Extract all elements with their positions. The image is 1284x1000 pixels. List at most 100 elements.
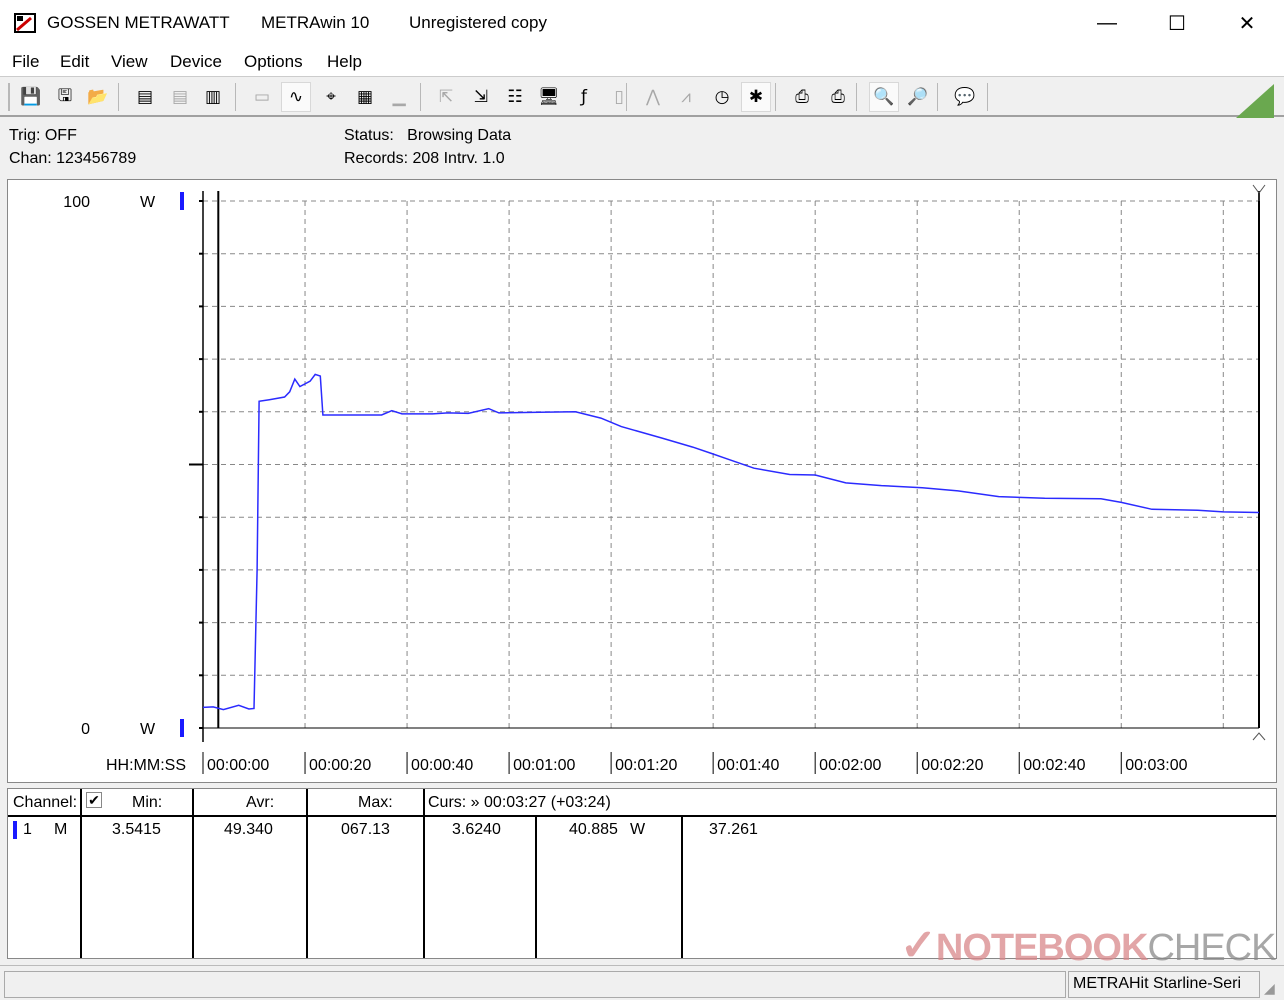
toolbar-separator bbox=[775, 83, 776, 111]
save-as-icon[interactable]: 🖫 bbox=[57, 85, 73, 106]
watermark-text-a: NOTEBOOK bbox=[935, 927, 1149, 969]
x-tick-label: 00:01:20 bbox=[615, 757, 677, 774]
toolbar-grip[interactable] bbox=[8, 83, 10, 111]
watermark-text-b: CHECK bbox=[1147, 927, 1276, 969]
chart-panel[interactable]: 100 0 W W HH:MM:SS 00:00:00 00:00:20 00:00:40 00… bbox=[7, 179, 1277, 783]
open-folder-icon[interactable]: 📂 bbox=[87, 87, 109, 107]
menu-view[interactable]: View bbox=[111, 52, 148, 71]
export-icon[interactable]: ⇱ bbox=[438, 87, 454, 107]
app-logo-icon bbox=[14, 13, 36, 33]
toolbar-separator bbox=[235, 83, 236, 111]
minimize-button[interactable]: — bbox=[1097, 12, 1117, 34]
col-divider bbox=[681, 816, 683, 958]
close-button[interactable]: ✕ bbox=[1238, 13, 1256, 35]
maximize-button[interactable]: ☐ bbox=[1168, 13, 1186, 35]
header-min: Min: bbox=[132, 794, 163, 811]
table-view-icon[interactable]: ▦ bbox=[356, 87, 374, 107]
x-axis-label: HH:MM:SS bbox=[106, 757, 186, 774]
settings-bits-icon[interactable]: ☷ bbox=[507, 87, 523, 107]
bar-view-icon[interactable]: ▁ bbox=[392, 87, 406, 107]
menu-help[interactable]: Help bbox=[327, 52, 362, 71]
trigger-info: Trig: OFF Chan: 123456789 bbox=[9, 124, 136, 170]
title-app: METRAwin 10 bbox=[261, 13, 370, 32]
y-min-label: 0 bbox=[81, 721, 90, 738]
y-max-unit: W bbox=[140, 194, 156, 211]
menu-edit[interactable]: Edit bbox=[60, 52, 90, 71]
print-icon[interactable]: ⎙ bbox=[831, 87, 845, 107]
toolbar-separator bbox=[856, 83, 857, 111]
power-series-line bbox=[202, 373, 1260, 711]
menu-bar: File Edit View Device Options Help bbox=[0, 47, 1284, 77]
crosshair-icon[interactable]: ⌖ bbox=[326, 87, 336, 107]
menu-options[interactable]: Options bbox=[244, 52, 303, 71]
col-divider bbox=[192, 789, 194, 958]
title-note: Unregistered copy bbox=[409, 13, 547, 32]
waveform-view-icon[interactable]: ∿ bbox=[281, 82, 311, 112]
record-info: Status: Browsing Data Records: 208 Intrv… bbox=[344, 124, 511, 170]
status-label: Status: bbox=[344, 127, 394, 144]
x-tick-label: 00:00:20 bbox=[309, 757, 371, 774]
meter-icon[interactable]: ▯ bbox=[614, 87, 624, 107]
col-divider bbox=[306, 789, 308, 958]
row-cursor1: 3.6240 bbox=[452, 821, 501, 838]
print-chart-icon[interactable]: ⎙ bbox=[795, 87, 809, 107]
table-header-divider bbox=[8, 815, 1276, 817]
toolbar-separator bbox=[937, 83, 938, 111]
status-bar: METRAHit Starline-Seri ◢ bbox=[0, 965, 1284, 1000]
resize-grip-icon[interactable]: ◢ bbox=[1264, 980, 1275, 996]
x-tick-label: 00:02:20 bbox=[921, 757, 983, 774]
function-icon[interactable]: ƒ bbox=[581, 87, 587, 107]
title-bar: GOSSEN METRAWATT METRAwin 10 Unregistere… bbox=[0, 0, 1284, 47]
row-avr: 49.340 bbox=[224, 821, 273, 838]
status-value: Browsing Data bbox=[407, 127, 512, 144]
col-divider bbox=[423, 789, 425, 958]
x-tick-label: 00:02:00 bbox=[819, 757, 881, 774]
read-m-icon[interactable]: ▥ bbox=[204, 87, 222, 107]
zoom-cursor-icon[interactable]: 🔎 bbox=[907, 87, 929, 107]
header-avr: Avr: bbox=[246, 794, 275, 811]
trig-status: Trig: OFF bbox=[9, 127, 77, 144]
import-icon[interactable]: ⇲ bbox=[473, 87, 489, 107]
y-min-unit: W bbox=[140, 721, 156, 738]
row-unit: W bbox=[630, 821, 646, 838]
row-cursor2: 40.885 bbox=[569, 821, 618, 838]
toolbar-separator bbox=[626, 83, 627, 111]
channel-marker bbox=[180, 719, 184, 737]
power-chart[interactable]: 100 0 W W HH:MM:SS 00:00:00 00:00:20 00:00:40 00… bbox=[8, 180, 1276, 782]
cursor-top-handle-icon bbox=[1252, 184, 1266, 201]
cursor-bottom-handle-icon bbox=[1252, 732, 1266, 741]
channel-marker bbox=[180, 192, 184, 210]
toolbar-separator bbox=[420, 83, 421, 111]
clear-memory-icon[interactable]: ▤ bbox=[171, 87, 189, 107]
x-tick-label: 00:03:00 bbox=[1125, 757, 1187, 774]
toolbar-separator bbox=[118, 83, 119, 111]
x-tick-label: 00:01:00 bbox=[513, 757, 575, 774]
measurement-table: Channel: ✔ Min: Avr: Max: Curs: » 00:03:… bbox=[7, 788, 1277, 959]
watermark-logo: ✓NOTEBOOKCHECK bbox=[900, 921, 1276, 970]
x-tick-label: 00:00:00 bbox=[207, 757, 269, 774]
monitor-icon[interactable]: 🖥 bbox=[538, 87, 560, 107]
zoom-wave-icon[interactable]: 🔍 bbox=[869, 82, 899, 112]
menu-device[interactable]: Device bbox=[170, 52, 222, 71]
records-info: Records: 208 Intrv. 1.0 bbox=[344, 150, 505, 167]
toolbar: 💾 🖫 📂 ▤ ▤ ▥ ▭ ∿ ⌖ ▦ ▁ ⇱ ⇲ ☷ 🖥 ƒ ▯ ⋀ ⩘ ◷ ✱ ⎙ ⎙ 🔍 🔎 💬 bbox=[0, 79, 1284, 117]
row-max: 067.13 bbox=[341, 821, 390, 838]
clock-icon[interactable]: ◷ bbox=[714, 87, 730, 107]
read-memory-icon[interactable]: ▤ bbox=[136, 87, 154, 107]
bug-icon[interactable]: ✱ bbox=[741, 82, 771, 112]
speech-bubble-icon[interactable]: 💬 bbox=[954, 87, 976, 107]
trigger-wave-icon[interactable]: ⋀ bbox=[646, 87, 660, 107]
save-data-icon[interactable]: 💾 bbox=[20, 87, 42, 107]
row-diff: 37.261 bbox=[709, 821, 758, 838]
channel-checkbox[interactable]: ✔ bbox=[86, 792, 102, 808]
device-status: METRAHit Starline-Seri bbox=[1068, 971, 1260, 998]
channel-color-marker bbox=[13, 821, 17, 839]
menu-file[interactable]: File bbox=[12, 52, 40, 71]
x-tick-label: 00:00:40 bbox=[411, 757, 473, 774]
channel-list: Chan: 123456789 bbox=[9, 150, 137, 167]
numeric-display-icon[interactable]: ▭ bbox=[253, 87, 271, 107]
col-divider bbox=[80, 789, 81, 815]
col-divider bbox=[535, 816, 537, 958]
trigger-wave2-icon[interactable]: ⩘ bbox=[681, 87, 691, 107]
header-cursor: Curs: » 00:03:27 (+03:24) bbox=[428, 794, 611, 811]
